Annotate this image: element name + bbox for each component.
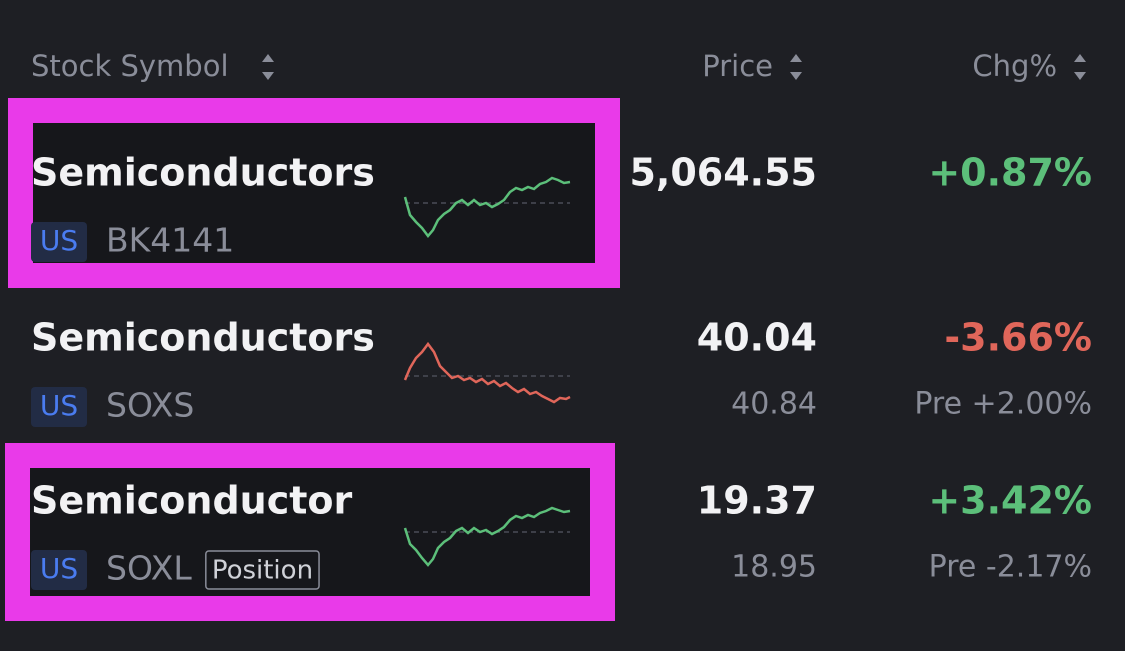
position-badge (205, 550, 320, 590)
sort-icon[interactable] (262, 54, 274, 80)
market-label: US (40, 389, 78, 422)
market-badge (31, 387, 87, 427)
market-label: US (40, 552, 78, 585)
change-percent: +0.87% (928, 151, 1092, 195)
pre-market-change: Pre +2.00% (914, 387, 1092, 422)
column-header[interactable]: Chg% (972, 49, 1057, 83)
stock-row[interactable]: Semiconductors US SOXS 40.04 -3.66% 40.84 Pre … (31, 316, 1092, 428)
stock-symbol: BK4141 (106, 221, 234, 260)
pre-market-price: 40.84 (731, 387, 817, 422)
sort-icon[interactable] (1074, 54, 1086, 80)
position-badge-label: Position (212, 556, 313, 586)
stock-name: Semiconductor (31, 479, 352, 523)
header: Stock Symbol Price Chg% (31, 49, 1086, 83)
price: 5,064.55 (629, 151, 817, 195)
market-badge (31, 550, 87, 590)
sort-icon[interactable] (790, 54, 802, 80)
column-header[interactable]: Stock Symbol (31, 49, 229, 83)
stock-symbol: SOXS (106, 386, 194, 425)
stock-name: Semiconductors (31, 316, 375, 360)
pre-market-price: 18.95 (731, 550, 817, 585)
market-label: US (40, 224, 78, 257)
stock-row[interactable]: Semiconductors US BK4141 5,064.55 +0.87% (31, 151, 1092, 263)
sparkline (403, 176, 571, 567)
price: 19.37 (697, 479, 817, 523)
change-percent: +3.42% (928, 479, 1092, 523)
stock-row[interactable]: Semiconductor US SOXL Position 19.37 +3.42% 18… (31, 479, 1092, 591)
price: 40.04 (697, 316, 817, 360)
market-badge (31, 222, 87, 262)
stock-symbol: SOXL (106, 549, 192, 588)
pre-market-change: Pre -2.17% (929, 550, 1092, 585)
column-header[interactable]: Price (702, 49, 773, 83)
stock-name: Semiconductors (31, 151, 375, 195)
change-percent: -3.66% (944, 316, 1092, 360)
